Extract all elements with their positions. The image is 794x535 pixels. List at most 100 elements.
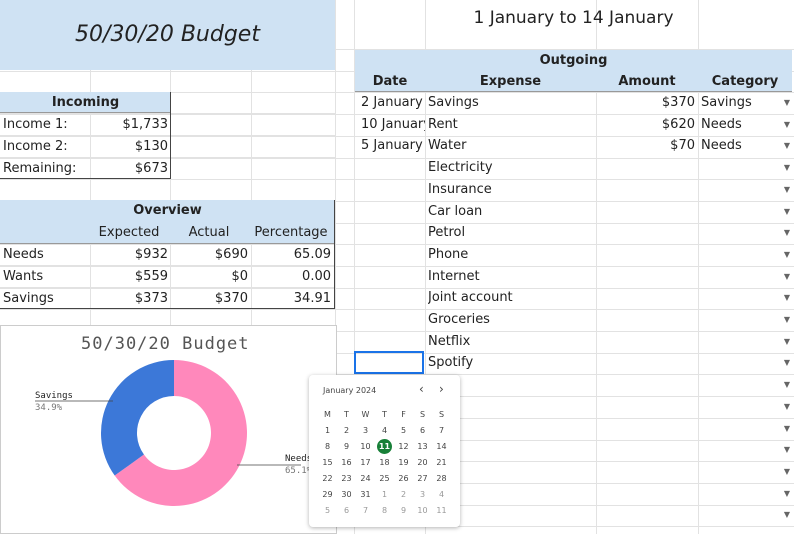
calendar-day[interactable]: 15: [322, 458, 333, 467]
chevron-down-icon[interactable]: ▼: [783, 402, 790, 411]
outgoing-category[interactable]: Savings: [701, 95, 752, 110]
outgoing-date[interactable]: [361, 309, 425, 330]
calendar-day[interactable]: 31: [360, 490, 371, 499]
calendar-day[interactable]: 8: [381, 506, 388, 515]
outgoing-expense[interactable]: Groceries: [428, 312, 490, 327]
calendar-day[interactable]: 12: [398, 442, 409, 451]
outgoing-amount[interactable]: $370: [661, 95, 695, 110]
outgoing-category[interactable]: [701, 287, 777, 308]
outgoing-expense[interactable]: Joint account: [428, 290, 513, 305]
chevron-down-icon[interactable]: ▼: [783, 185, 790, 194]
calendar-day[interactable]: 1: [324, 426, 331, 435]
chevron-down-icon[interactable]: ▼: [783, 315, 790, 324]
outgoing-category[interactable]: [701, 331, 777, 352]
outgoing-date[interactable]: [361, 266, 425, 287]
calendar-day[interactable]: 3: [362, 426, 369, 435]
outgoing-expense[interactable]: Car loan: [428, 204, 483, 219]
outgoing-expense[interactable]: Water: [428, 138, 467, 153]
outgoing-expense[interactable]: Phone: [428, 247, 469, 262]
calendar-day[interactable]: 14: [436, 442, 447, 451]
calendar-day[interactable]: 24: [360, 474, 371, 483]
chevron-down-icon[interactable]: ▼: [783, 228, 790, 237]
outgoing-amount[interactable]: $70: [670, 138, 695, 153]
outgoing-category[interactable]: Needs: [701, 138, 742, 153]
outgoing-date[interactable]: [361, 201, 425, 222]
calendar-day[interactable]: 21: [436, 458, 447, 467]
outgoing-date[interactable]: [361, 244, 425, 265]
calendar-day[interactable]: 13: [417, 442, 428, 451]
calendar-day[interactable]: 20: [417, 458, 428, 467]
calendar-day[interactable]: 18: [379, 458, 390, 467]
outgoing-amount[interactable]: [598, 157, 695, 178]
calendar-day[interactable]: 30: [341, 490, 352, 499]
chevron-down-icon[interactable]: ▼: [783, 380, 790, 389]
outgoing-amount[interactable]: [598, 287, 695, 308]
chevron-down-icon[interactable]: ▼: [783, 510, 790, 519]
calendar-day[interactable]: 5: [400, 426, 407, 435]
chevron-down-icon[interactable]: ▼: [783, 337, 790, 346]
calendar-day[interactable]: 10: [360, 442, 371, 451]
calendar-day[interactable]: 6: [419, 426, 426, 435]
chevron-down-icon[interactable]: ▼: [783, 424, 790, 433]
next-month-icon[interactable]: ›: [439, 382, 444, 396]
outgoing-category[interactable]: [701, 201, 777, 222]
calendar-day[interactable]: 19: [398, 458, 409, 467]
calendar-day[interactable]: 8: [324, 442, 331, 451]
calendar-day[interactable]: 28: [436, 474, 447, 483]
outgoing-amount[interactable]: [598, 244, 695, 265]
chevron-down-icon[interactable]: ▼: [783, 272, 790, 281]
outgoing-expense[interactable]: Internet: [428, 269, 480, 284]
outgoing-category[interactable]: [701, 157, 777, 178]
outgoing-amount[interactable]: [598, 331, 695, 352]
outgoing-date[interactable]: [361, 287, 425, 308]
prev-month-icon[interactable]: ‹: [419, 382, 424, 396]
outgoing-category[interactable]: Needs: [701, 117, 742, 132]
outgoing-amount[interactable]: [598, 179, 695, 200]
chevron-down-icon[interactable]: ▼: [783, 207, 790, 216]
calendar-day[interactable]: 1: [381, 490, 388, 499]
outgoing-expense[interactable]: Rent: [428, 117, 458, 132]
outgoing-category[interactable]: [701, 309, 777, 330]
outgoing-expense[interactable]: Savings: [428, 95, 479, 110]
outgoing-expense[interactable]: Insurance: [428, 182, 492, 197]
outgoing-amount[interactable]: [598, 201, 695, 222]
outgoing-expense[interactable]: Spotify: [428, 355, 474, 370]
calendar-day[interactable]: 11: [436, 506, 447, 515]
calendar-day[interactable]: 22: [322, 474, 333, 483]
outgoing-date[interactable]: [361, 331, 425, 352]
calendar-day[interactable]: 2: [400, 490, 407, 499]
chevron-down-icon[interactable]: ▼: [783, 358, 790, 367]
calendar-day[interactable]: 9: [400, 506, 407, 515]
outgoing-category[interactable]: [701, 266, 777, 287]
chevron-down-icon[interactable]: ▼: [783, 293, 790, 302]
calendar-day[interactable]: 23: [341, 474, 352, 483]
pie-slice-needs[interactable]: [114, 360, 247, 506]
chart-container[interactable]: 50/30/20 Budget Savings 34.9% Needs 65.1%: [0, 325, 337, 534]
chevron-down-icon[interactable]: ▼: [783, 445, 790, 454]
outgoing-date[interactable]: [361, 157, 425, 178]
calendar-day[interactable]: 3: [419, 490, 426, 499]
calendar-day[interactable]: 26: [398, 474, 409, 483]
calendar-day[interactable]: 4: [438, 490, 445, 499]
outgoing-category[interactable]: [701, 179, 777, 200]
outgoing-date[interactable]: [361, 179, 425, 200]
chevron-down-icon[interactable]: ▼: [783, 250, 790, 259]
calendar-day[interactable]: 4: [381, 426, 388, 435]
calendar-day[interactable]: 7: [438, 426, 445, 435]
selected-cell[interactable]: [354, 351, 424, 374]
outgoing-date[interactable]: 5 January: [361, 138, 423, 153]
calendar-day[interactable]: 16: [341, 458, 352, 467]
calendar-day[interactable]: 10: [417, 506, 428, 515]
chevron-down-icon[interactable]: ▼: [783, 163, 790, 172]
calendar-day[interactable]: 17: [360, 458, 371, 467]
outgoing-date[interactable]: 10 January: [361, 117, 425, 132]
calendar-day[interactable]: 29: [322, 490, 333, 499]
outgoing-date[interactable]: 2 January: [361, 95, 423, 110]
calendar-day[interactable]: 25: [379, 474, 390, 483]
calendar-day[interactable]: 27: [417, 474, 428, 483]
outgoing-category[interactable]: [701, 244, 777, 265]
outgoing-category[interactable]: [701, 352, 777, 373]
outgoing-expense[interactable]: Electricity: [428, 160, 493, 175]
outgoing-amount[interactable]: [598, 266, 695, 287]
chevron-down-icon[interactable]: ▼: [783, 98, 790, 107]
